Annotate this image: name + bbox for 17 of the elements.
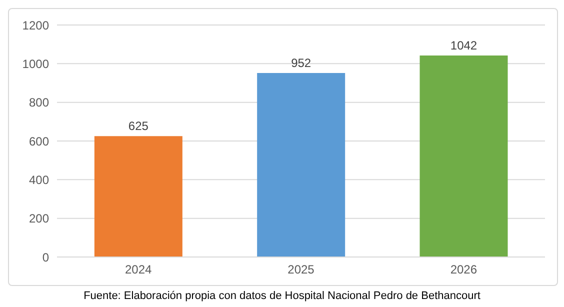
y-tick-label: 800 (28, 96, 50, 110)
bar (420, 56, 508, 257)
y-tick-label: 200 (28, 212, 50, 226)
x-tick-label: 2026 (450, 262, 478, 277)
y-tick-label: 600 (28, 134, 50, 148)
bar (257, 72, 346, 257)
bar (94, 136, 182, 257)
data-label: 952 (291, 56, 312, 70)
y-tick-label: 400 (28, 172, 50, 187)
y-tick-label: 1000 (22, 56, 50, 71)
source-note: Fuente: Elaboración propia con datos de Hospital Nacional Pedro de Bethancourt (82, 290, 482, 302)
y-tick-label: 1200 (22, 18, 50, 32)
data-label: 1042 (450, 38, 478, 53)
data-label: 625 (128, 119, 149, 134)
x-tick-label: 2025 (288, 262, 315, 277)
x-tick-label: 2024 (124, 262, 152, 277)
y-tick-label: 0 (42, 250, 50, 264)
